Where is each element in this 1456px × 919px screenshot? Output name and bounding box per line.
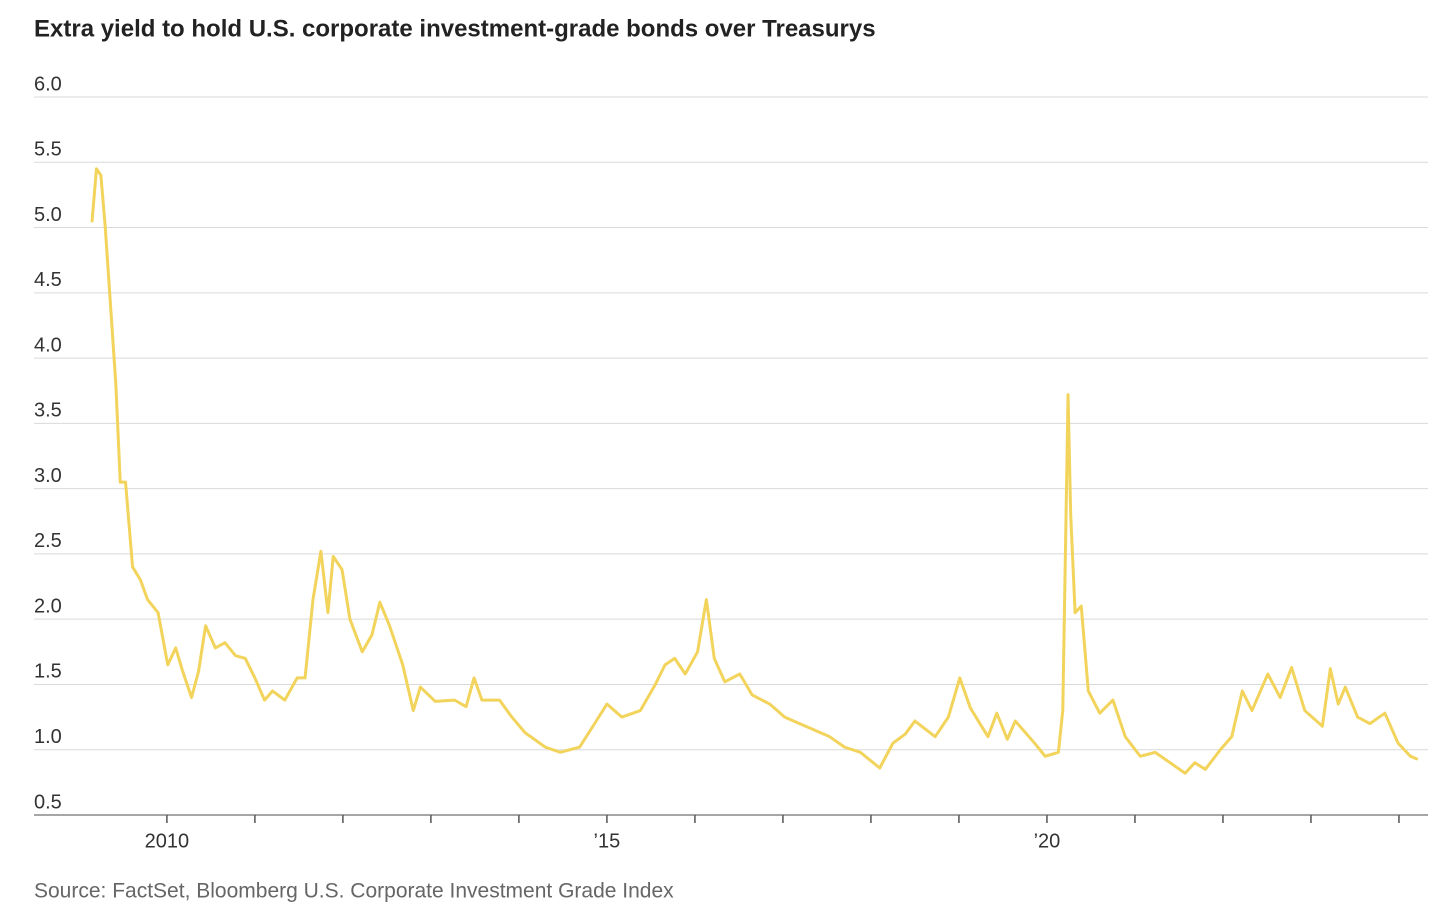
- y-tick-label: 2.5: [34, 530, 62, 552]
- y-tick-label: 0.5: [34, 791, 62, 813]
- y-tick-label: 3.5: [34, 400, 62, 422]
- y-tick-label: 1.0: [34, 726, 62, 748]
- x-tick-label: ’15: [594, 830, 621, 852]
- y-tick-label: 6.0: [34, 73, 62, 95]
- y-tick-label: 2.0: [34, 595, 62, 617]
- x-tick-label: ’20: [1034, 830, 1061, 852]
- chart-title: Extra yield to hold U.S. corporate inves…: [34, 15, 876, 42]
- y-tick-label: 5.5: [34, 139, 62, 161]
- y-tick-label: 4.0: [34, 334, 62, 356]
- y-tick-label: 5.0: [34, 204, 62, 226]
- x-tick-label: 2010: [145, 830, 190, 852]
- data-line: [90, 167, 1419, 775]
- source-note: Source: FactSet, Bloomberg U.S. Corporat…: [34, 880, 674, 903]
- y-tick-label: 4.5: [34, 269, 62, 291]
- y-tick-label: 3.0: [34, 465, 62, 487]
- y-tick-label: 1.5: [34, 661, 62, 683]
